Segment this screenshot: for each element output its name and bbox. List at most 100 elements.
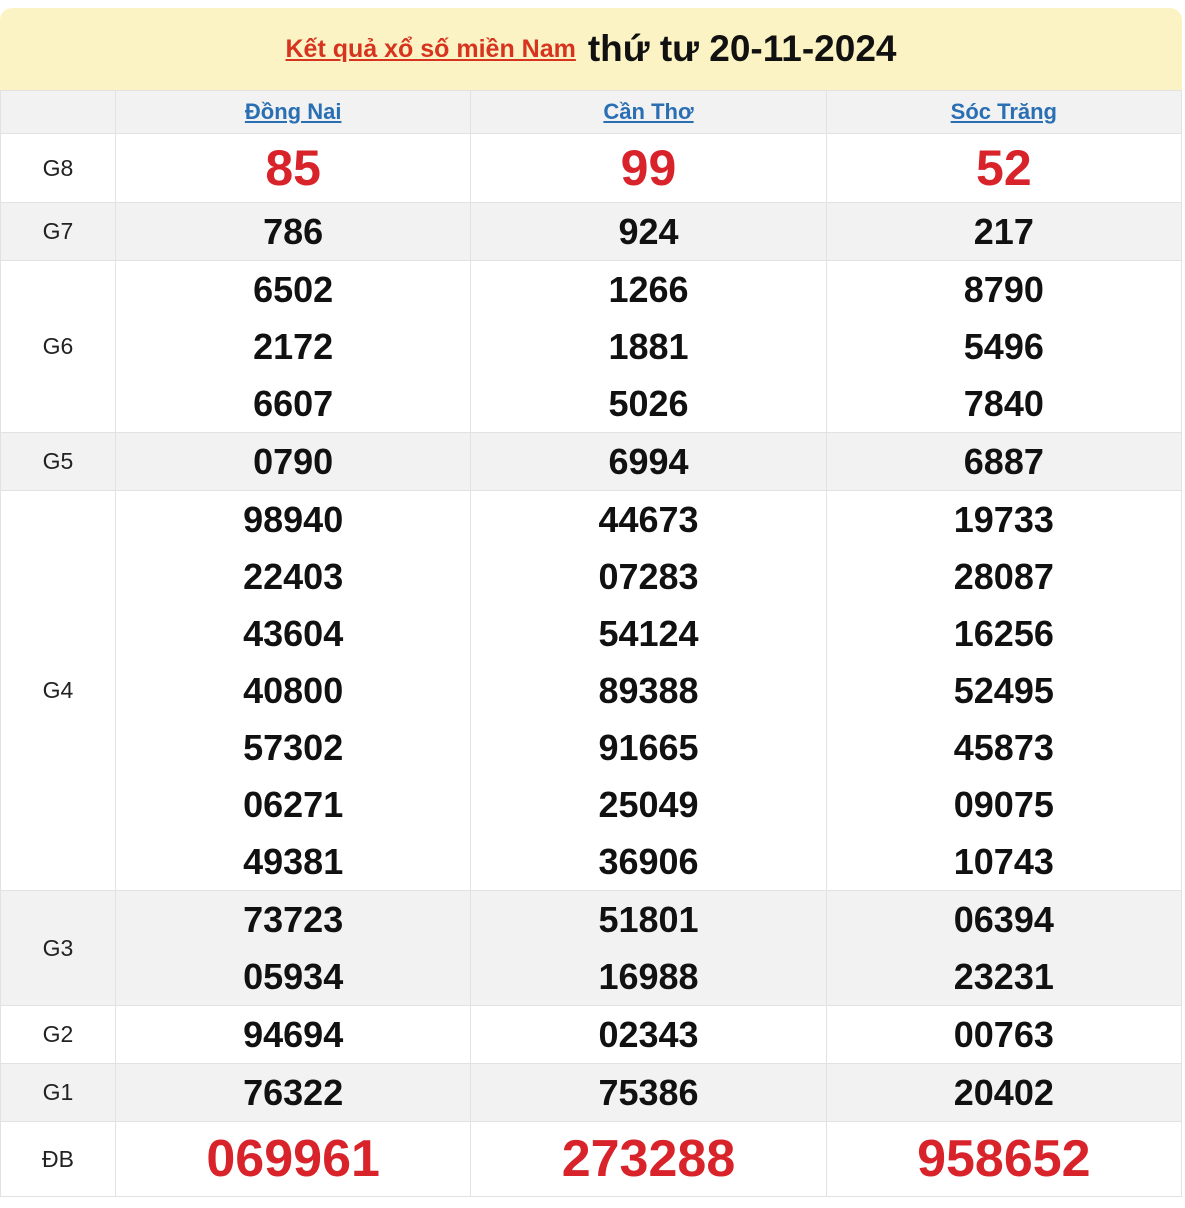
result-number: 43604	[243, 613, 344, 654]
result-number: 0790	[253, 441, 334, 482]
result-number: 1266	[608, 269, 689, 310]
result-number: 2172	[253, 326, 334, 367]
result-number: 10743	[953, 841, 1054, 882]
province-header: Đồng Nai	[114, 90, 472, 134]
result-number: 20402	[953, 1072, 1054, 1113]
result-cell: 85	[114, 133, 472, 203]
result-cell: 52	[825, 133, 1183, 203]
province-link[interactable]: Sóc Trăng	[950, 99, 1057, 124]
prize-label: ĐB	[0, 1121, 116, 1197]
province-link[interactable]: Đồng Nai	[244, 99, 342, 124]
result-number: 16988	[598, 956, 699, 997]
prize-row: G3 73723 05934 51801 16988 06394 23231	[0, 890, 1183, 1006]
result-number: 40800	[243, 670, 344, 711]
result-cell: 06394 23231	[825, 890, 1183, 1006]
result-number: 217	[973, 211, 1034, 252]
region-results-link[interactable]: Kết quả xổ số miền Nam	[285, 34, 576, 63]
corner-cell	[0, 90, 116, 134]
result-number: 22403	[243, 556, 344, 597]
result-number: 6887	[963, 441, 1044, 482]
prize-row: G8 85 99 52	[0, 133, 1183, 203]
prize-row: G6 6502 2172 6607 1266 1881 5026 8790 5496 7840	[0, 260, 1183, 433]
result-cell: 217	[825, 202, 1183, 261]
result-number: 8790	[963, 269, 1044, 310]
result-number: 52	[976, 140, 1032, 196]
result-number: 6502	[253, 269, 334, 310]
results-title: Kết quả xổ số miền Nam thứ tư 20-11-2024	[0, 8, 1182, 90]
result-number: 273288	[561, 1130, 736, 1188]
result-number: 06271	[243, 784, 344, 825]
prize-label: G4	[0, 490, 116, 891]
result-number: 7840	[963, 383, 1044, 424]
result-number: 28087	[953, 556, 1054, 597]
province-header-row: Đồng Nai Cần Thơ Sóc Trăng	[0, 90, 1183, 134]
result-number: 924	[618, 211, 679, 252]
result-cell: 02343	[470, 1005, 827, 1064]
result-number: 5496	[963, 326, 1044, 367]
prize-row: G1 76322 75386 20402	[0, 1063, 1183, 1122]
result-number: 89388	[598, 670, 699, 711]
result-cell: 273288	[470, 1121, 827, 1197]
result-number: 25049	[598, 784, 699, 825]
prize-label: G7	[0, 202, 116, 261]
result-number: 00763	[953, 1014, 1054, 1055]
result-cell: 958652	[825, 1121, 1183, 1197]
result-cell: 6994	[470, 432, 827, 491]
result-number: 16256	[953, 613, 1054, 654]
result-number: 57302	[243, 727, 344, 768]
result-number: 51801	[598, 899, 699, 940]
result-number: 958652	[917, 1130, 1091, 1188]
result-cell: 6502 2172 6607	[114, 260, 472, 433]
province-header: Cần Thơ	[470, 90, 827, 134]
result-cell: 75386	[470, 1063, 827, 1122]
result-cell: 44673 07283 54124 89388 91665 25049 36906	[470, 490, 827, 891]
result-cell: 6887	[825, 432, 1183, 491]
province-link[interactable]: Cần Thơ	[603, 99, 694, 124]
result-number: 98940	[243, 499, 344, 540]
result-number: 1881	[608, 326, 689, 367]
result-cell: 19733 28087 16256 52495 45873 09075 10743	[825, 490, 1183, 891]
result-cell: 069961	[114, 1121, 472, 1197]
result-number: 05934	[243, 956, 344, 997]
result-cell: 73723 05934	[114, 890, 472, 1006]
result-cell: 51801 16988	[470, 890, 827, 1006]
draw-date: thứ tư 20-11-2024	[587, 28, 897, 69]
result-number: 02343	[598, 1014, 699, 1055]
result-number: 6994	[608, 441, 689, 482]
result-number: 54124	[598, 613, 699, 654]
result-cell: 99	[470, 133, 827, 203]
result-number: 85	[265, 140, 321, 196]
result-cell: 94694	[114, 1005, 472, 1064]
prize-row: G7 786 924 217	[0, 202, 1183, 261]
prize-label: G6	[0, 260, 116, 433]
result-number: 94694	[243, 1014, 344, 1055]
prize-row: G5 0790 6994 6887	[0, 432, 1183, 491]
result-number: 73723	[243, 899, 344, 940]
result-number: 5026	[608, 383, 689, 424]
result-number: 49381	[243, 841, 344, 882]
prize-label: G8	[0, 133, 116, 203]
result-cell: 1266 1881 5026	[470, 260, 827, 433]
prize-label: G2	[0, 1005, 116, 1064]
result-number: 45873	[953, 727, 1054, 768]
prize-label: G1	[0, 1063, 116, 1122]
prize-row: G4 98940 22403 43604 40800 57302 06271 49381 446…	[0, 490, 1183, 891]
result-cell: 00763	[825, 1005, 1183, 1064]
lottery-results: Kết quả xổ số miền Nam thứ tư 20-11-2024…	[0, 8, 1183, 1197]
result-number: 19733	[953, 499, 1054, 540]
result-cell: 8790 5496 7840	[825, 260, 1183, 433]
result-number: 06394	[953, 899, 1054, 940]
prize-row: ĐB 069961 273288 958652	[0, 1121, 1183, 1197]
province-header: Sóc Trăng	[825, 90, 1183, 134]
result-cell: 76322	[114, 1063, 472, 1122]
result-number: 52495	[953, 670, 1054, 711]
result-number: 07283	[598, 556, 699, 597]
result-number: 069961	[206, 1130, 380, 1188]
result-cell: 924	[470, 202, 827, 261]
result-number: 786	[263, 211, 324, 252]
result-number: 23231	[953, 956, 1054, 997]
result-cell: 0790	[114, 432, 472, 491]
result-cell: 20402	[825, 1063, 1183, 1122]
result-number: 76322	[243, 1072, 344, 1113]
prize-row: G2 94694 02343 00763	[0, 1005, 1183, 1064]
